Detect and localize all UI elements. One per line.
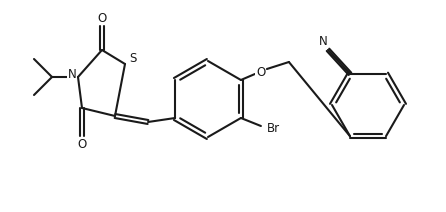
Text: O: O bbox=[256, 66, 265, 78]
Text: O: O bbox=[97, 11, 107, 25]
Text: Br: Br bbox=[267, 123, 281, 135]
Text: S: S bbox=[129, 53, 136, 66]
Text: O: O bbox=[77, 138, 87, 152]
Text: N: N bbox=[318, 35, 327, 48]
Text: N: N bbox=[68, 68, 76, 81]
